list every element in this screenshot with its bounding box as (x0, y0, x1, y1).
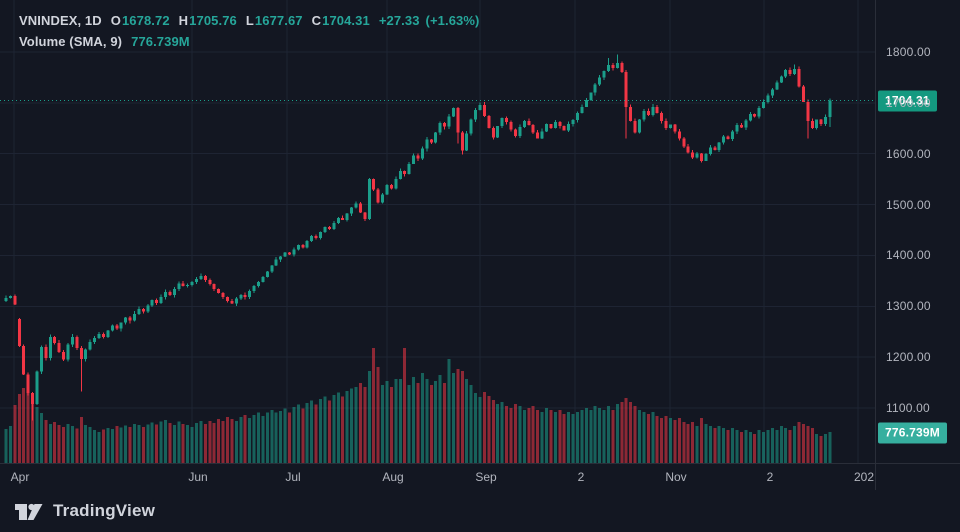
footer-bar: TradingView (0, 490, 960, 532)
price-tick-label: 1500.00 (886, 197, 931, 212)
tradingview-logo-icon[interactable] (14, 500, 44, 522)
time-tick-label: Apr (10, 470, 30, 484)
time-tick-label: Aug (382, 470, 404, 484)
price-tick-label: 1300.00 (886, 299, 931, 314)
chart-pane[interactable]: VNINDEX, 1D O 1678.72 H 1705.76 L 1677.67 C… (0, 0, 875, 463)
ohlc-open: O 1678.72 (110, 13, 170, 28)
price-tick-label: 1800.00 (886, 44, 931, 59)
symbol-legend-row[interactable]: VNINDEX, 1D O 1678.72 H 1705.76 L 1677.67 C… (19, 10, 479, 31)
time-tick-label: 2 (577, 470, 585, 484)
price-tick-label: 1200.00 (886, 350, 931, 365)
volume-legend-row[interactable]: Volume (SMA, 9) 776.739M (19, 31, 479, 52)
price-axis[interactable]: 1704.31 776.739M 1800.00 1700.00 1600.00 15… (875, 0, 960, 463)
chart-legend: VNINDEX, 1D O 1678.72 H 1705.76 L 1677.67 C… (19, 10, 479, 52)
time-tick-label: Nov (665, 470, 687, 484)
price-tick-label: 1600.00 (886, 146, 931, 161)
time-tick-label: Jun (188, 470, 208, 484)
symbol-title[interactable]: VNINDEX, 1D (19, 13, 102, 28)
candlestick-chart[interactable] (0, 0, 875, 463)
change-value: +27.33 (+1.63%) (378, 13, 480, 28)
time-tick-label: Sep (475, 470, 497, 484)
volume-indicator-title[interactable]: Volume (SMA, 9) (19, 34, 123, 49)
last-price-badge: 1704.31 (878, 90, 937, 112)
axis-corner-separator (875, 464, 876, 491)
ohlc-close: C 1704.31 (311, 13, 370, 28)
time-axis[interactable]: Apr Jun Jul Aug Sep 2 Nov 2 202 (0, 463, 960, 491)
time-tick-label: 2 (766, 470, 774, 484)
price-tick-label: 1400.00 (886, 248, 931, 263)
ohlc-low: L 1677.67 (245, 13, 303, 28)
price-tick-label: 1100.00 (886, 401, 930, 416)
ohlc-high: H 1705.76 (178, 13, 237, 28)
tradingview-logo-text[interactable]: TradingView (53, 501, 156, 520)
time-tick-label: Jul (285, 470, 301, 484)
time-tick-label: 202 (853, 470, 875, 484)
price-tick-label: 1700.00 (886, 95, 931, 110)
volume-indicator-value: 776.739M (131, 34, 190, 49)
last-volume-badge: 776.739M (878, 422, 947, 444)
